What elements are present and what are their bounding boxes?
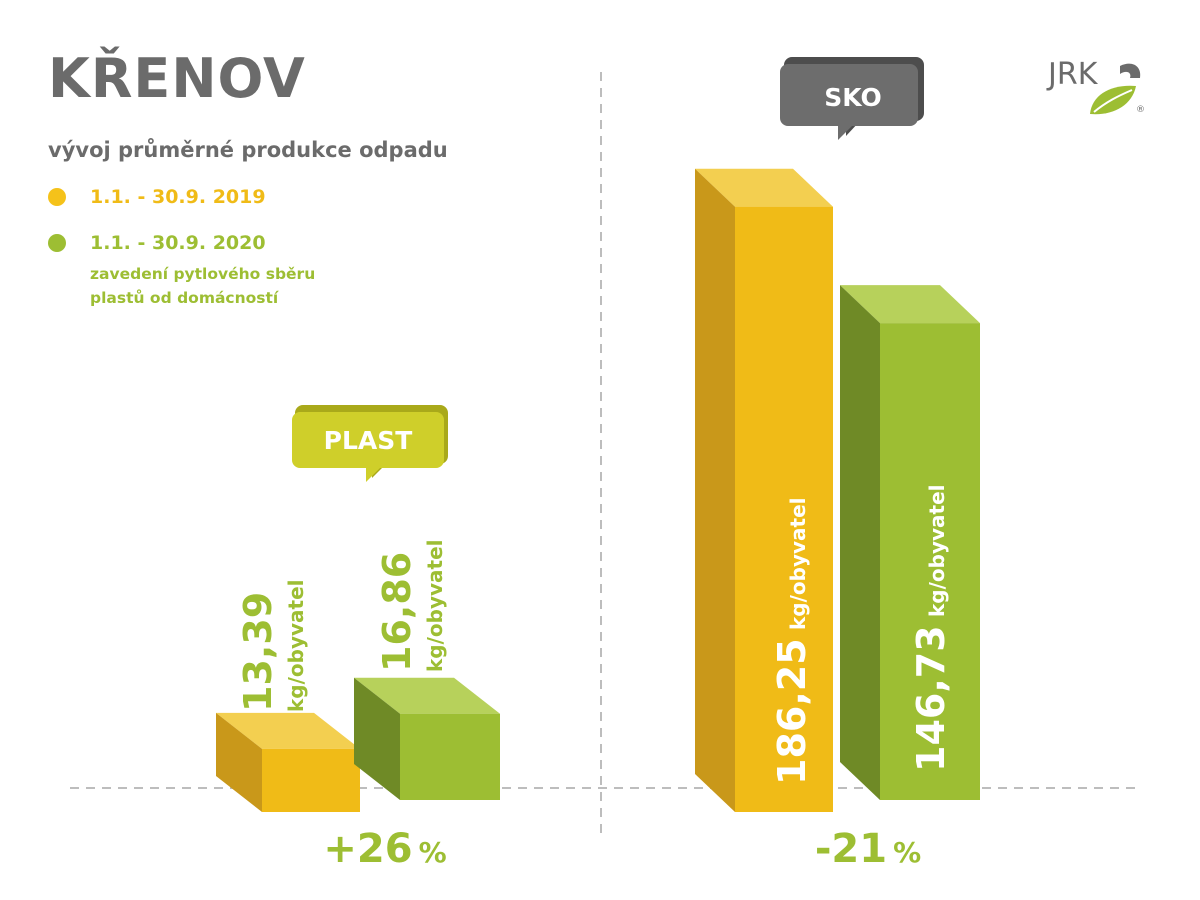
- sko-value-label-2019: 186,25: [770, 638, 814, 785]
- logo-text: JRK: [1046, 57, 1099, 92]
- plast-unit-label-2019: kg/obyvatel: [284, 579, 308, 712]
- registered-mark: ®: [1136, 105, 1145, 115]
- legend-note-line-2: plastů od domácností: [90, 289, 279, 307]
- sko-change-label: -21%: [815, 826, 921, 872]
- legend-dot-2020: [48, 234, 66, 252]
- sko-badge-label: SKO: [824, 83, 882, 112]
- legend-note: zavedení pytlového sběru plastů od domác…: [90, 262, 315, 310]
- legend-note-line-1: zavedení pytlového sběru: [90, 265, 316, 283]
- legend-item-2019: 1.1. - 30.9. 2019: [48, 186, 266, 208]
- sko-bar-2020: [840, 285, 980, 800]
- plast-bar-2020: [354, 677, 500, 800]
- plast-unit-label-2020: kg/obyvatel: [423, 539, 447, 672]
- sko-unit-label-2019: kg/obyvatel: [786, 497, 810, 630]
- plast-bar-2019: [216, 712, 360, 812]
- sko-badge: SKO: [780, 57, 924, 140]
- page-title: KŘENOV: [48, 47, 306, 110]
- plast-badge: PLAST: [292, 405, 448, 482]
- plast-change-label: +26%: [323, 826, 446, 872]
- plast-value-label-2019: 13,39: [236, 592, 280, 712]
- legend-dot-2019: [48, 188, 66, 206]
- jrk-logo: JRK ®: [1046, 57, 1145, 115]
- sko-unit-label-2020: kg/obyvatel: [925, 484, 949, 617]
- legend-label-2019: 1.1. - 30.9. 2019: [90, 186, 266, 208]
- sko-bar-2019: [695, 168, 833, 812]
- plast-badge-label: PLAST: [324, 426, 413, 455]
- sko-value-label-2020: 146,73: [909, 625, 953, 772]
- page-subtitle: vývoj průměrné produkce odpadu: [48, 138, 448, 162]
- legend-label-2020: 1.1. - 30.9. 2020: [90, 232, 266, 254]
- logo-arrow-icon: [1120, 63, 1141, 78]
- plast-value-label-2020: 16,86: [375, 552, 419, 672]
- legend-item-2020: 1.1. - 30.9. 2020: [48, 232, 266, 254]
